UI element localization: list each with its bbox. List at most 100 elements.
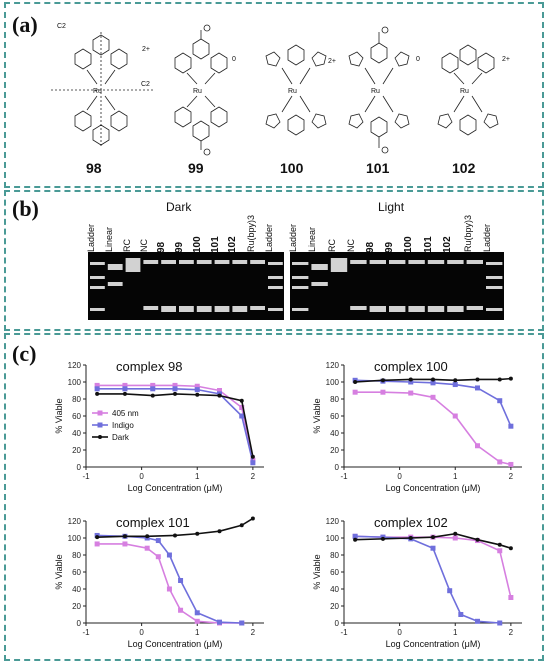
data-point xyxy=(195,531,200,536)
svg-text:C2: C2 xyxy=(141,81,150,88)
y-tick-label: 0 xyxy=(77,463,82,472)
svg-text:C2: C2 xyxy=(57,23,66,30)
svg-text:Ru: Ru xyxy=(460,88,469,95)
data-point xyxy=(447,588,453,594)
y-tick-label: 120 xyxy=(326,517,340,526)
gel-band xyxy=(447,260,464,264)
chart-title: complex 100 xyxy=(374,359,448,374)
data-point xyxy=(194,383,200,389)
data-point xyxy=(352,533,358,539)
data-point xyxy=(178,607,184,613)
compound-number-100: 100 xyxy=(280,160,304,176)
y-tick-label: 80 xyxy=(330,395,339,404)
gel-band xyxy=(292,308,309,311)
series-line-405-nm xyxy=(97,384,254,461)
data-point xyxy=(239,523,244,528)
gel-band xyxy=(90,276,105,279)
y-tick-label: 20 xyxy=(72,446,81,455)
gel-band xyxy=(250,260,265,264)
series-line-405-nm xyxy=(355,391,512,466)
data-point xyxy=(144,545,150,551)
gel-band xyxy=(125,258,141,272)
series-line-indigo xyxy=(355,379,512,427)
y-tick-label: 60 xyxy=(330,412,339,421)
charge-99: 0 xyxy=(232,56,236,63)
gel-band xyxy=(311,282,328,286)
gel-band xyxy=(268,276,283,279)
lane-label: Ladder xyxy=(264,223,274,252)
structure-98: Ru C2 C2 xyxy=(51,23,153,148)
chart-title: complex 98 xyxy=(116,359,182,374)
gel-band xyxy=(250,306,265,310)
y-tick-label: 60 xyxy=(72,412,81,421)
series-line-dark xyxy=(97,517,254,538)
light-title: Light xyxy=(378,200,405,214)
gel-band xyxy=(447,306,464,312)
gel-band xyxy=(292,286,309,289)
gel-band xyxy=(311,264,328,270)
data-point xyxy=(497,548,503,554)
legend-marker xyxy=(97,410,103,416)
lane-label: 102 xyxy=(227,236,239,253)
y-tick-label: 20 xyxy=(330,602,339,611)
data-point xyxy=(195,392,200,397)
gel-band xyxy=(161,306,176,312)
gel-band xyxy=(90,308,105,311)
svg-text:Ru: Ru xyxy=(93,88,102,95)
data-point xyxy=(217,388,222,393)
x-axis-label: Log Concentration (μM) xyxy=(386,639,481,649)
gel-band xyxy=(107,282,123,286)
y-tick-label: 80 xyxy=(72,551,81,560)
data-point xyxy=(194,618,200,624)
y-tick-label: 100 xyxy=(68,534,82,543)
data-point xyxy=(353,380,358,384)
data-point xyxy=(508,595,514,600)
structures-drawing: Ru C2 C2 Ru Ru xyxy=(51,23,499,156)
gel-band xyxy=(214,260,230,264)
x-tick-label: 0 xyxy=(397,472,402,481)
gel-band xyxy=(232,306,248,312)
x-tick-label: 0 xyxy=(397,628,402,637)
y-tick-label: 40 xyxy=(72,429,81,438)
gel-band xyxy=(427,306,445,312)
x-tick-label: 1 xyxy=(453,472,458,481)
x-tick-label: -1 xyxy=(82,628,90,637)
panel-label-a: (a) xyxy=(12,12,38,37)
y-tick-label: 40 xyxy=(72,585,81,594)
data-point xyxy=(497,620,503,626)
svg-text:Ru: Ru xyxy=(288,88,297,95)
compound-number-98: 98 xyxy=(86,160,102,176)
gel-band xyxy=(466,306,483,310)
gel-band xyxy=(232,260,248,264)
gel-band xyxy=(179,306,194,312)
chart-title: complex 102 xyxy=(374,515,448,530)
data-point xyxy=(166,586,172,592)
data-point xyxy=(173,533,177,538)
y-axis-label: % Viable xyxy=(312,398,322,433)
gel-band xyxy=(196,306,212,312)
data-point xyxy=(508,461,514,467)
y-tick-label: 20 xyxy=(330,446,339,455)
lane-label: 100 xyxy=(191,236,203,253)
data-point xyxy=(508,546,513,551)
panel-b: (b) Dark Light Ladder Linear RC NC 98 99 100 10… xyxy=(4,190,544,331)
data-point xyxy=(497,398,503,404)
data-point xyxy=(122,391,127,396)
y-tick-label: 80 xyxy=(72,395,81,404)
data-point xyxy=(122,534,127,539)
gel-band xyxy=(330,258,348,272)
panel-c: (c) complex 98 0 20 40 60 80 100 120 -1 0 1 2 Log Co… xyxy=(4,333,544,661)
y-tick-label: 0 xyxy=(335,619,340,628)
y-axis-label: % Viable xyxy=(312,554,322,589)
data-point xyxy=(250,454,255,459)
data-point xyxy=(145,534,150,539)
data-point xyxy=(122,382,128,388)
y-tick-label: 0 xyxy=(77,619,82,628)
x-tick-label: 0 xyxy=(139,628,144,637)
lane-label: 102 xyxy=(442,236,454,253)
gel-band xyxy=(214,306,230,312)
gel-band xyxy=(486,286,503,289)
y-tick-label: 40 xyxy=(330,585,339,594)
gel-band xyxy=(90,286,105,289)
